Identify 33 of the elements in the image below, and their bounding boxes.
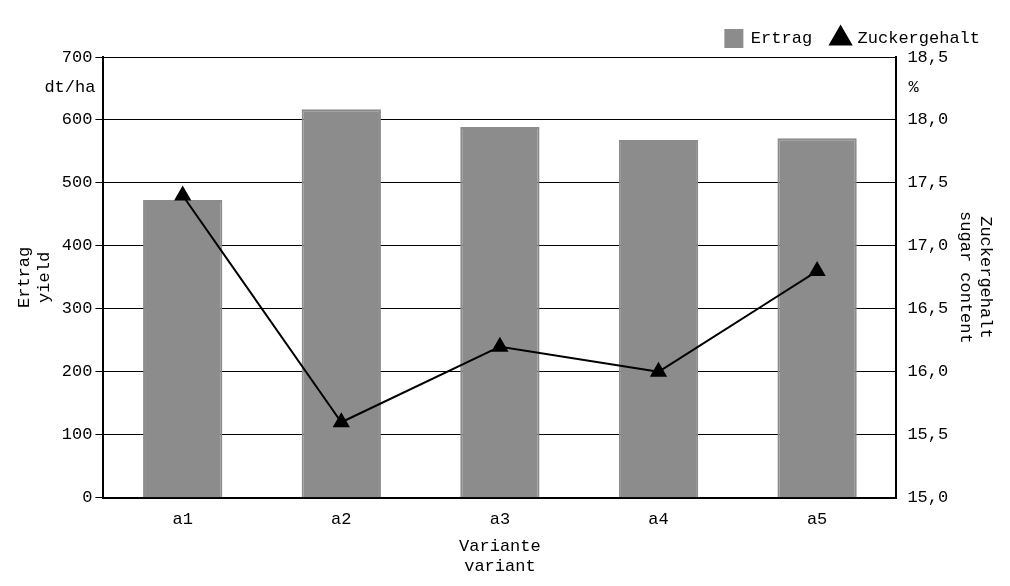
y-tick-label: 100 [61,425,93,445]
y-tick-label: 500 [61,173,93,193]
x-tick-label: a2 [331,509,352,529]
point [650,362,667,377]
y2-axis-title: Zuckergehalt sugar content [955,211,996,344]
x-tick-label: a3 [489,509,511,529]
y2-tick-label: 15,5 [907,425,949,445]
x-tick-label: a1 [172,509,193,529]
legend-label: Zuckergehalt [857,29,980,48]
point [174,186,191,201]
y-tick-label: 600 [61,110,93,130]
x-tick-label: a4 [648,509,669,529]
y-axis-title: Ertrag yield [14,246,55,309]
point [333,413,350,428]
y2-tick-label: 17,0 [907,236,949,256]
y2-tick-label: 16,0 [907,362,949,382]
y2-tick-label: 16,5 [907,299,949,319]
legend-label: Ertrag [750,29,813,48]
x-axis-title: Variante variant [459,536,541,577]
text: dt/ha [44,77,96,97]
point [809,262,826,277]
point [491,337,508,352]
text: % [908,77,920,97]
y2-tick-label: 15,0 [907,488,949,508]
y-tick-label: 400 [61,236,93,256]
y2-tick-label: 18,5 [907,47,949,67]
y2-tick-label: 18,0 [907,110,949,130]
y2-tick-label: 17,5 [907,173,949,193]
y-tick-label: 300 [61,299,93,319]
y-tick-label: 700 [61,47,93,67]
x-tick-label: a5 [806,509,828,529]
y-tick-label: 200 [61,362,93,382]
y-tick-label: 0 [82,488,93,508]
